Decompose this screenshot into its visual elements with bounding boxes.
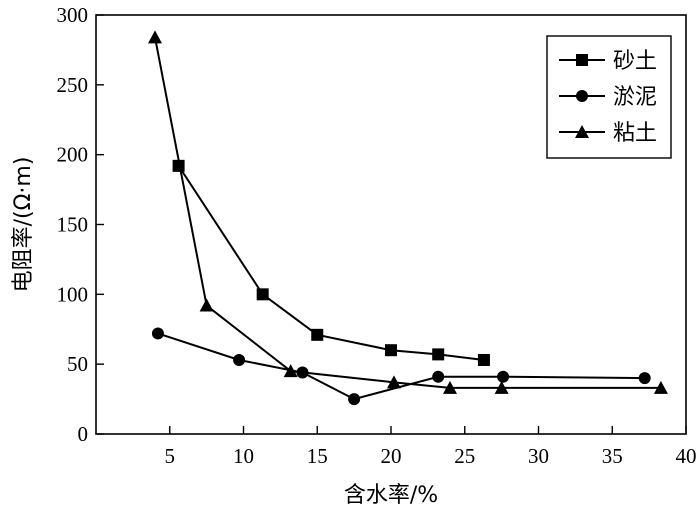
series-circle [151,327,651,406]
data-point [172,159,185,172]
data-point [432,348,445,361]
y-tick-label: 300 [57,3,89,27]
data-point [638,372,651,385]
legend-marker [575,125,589,138]
x-tick-label: 40 [676,444,697,468]
data-point [199,298,214,312]
legend-marker [576,90,588,102]
series-square [172,159,490,366]
series-line [177,165,485,361]
y-tick-label: 100 [57,282,89,306]
data-point [283,364,298,378]
x-tick-label: 5 [165,444,176,468]
data-point [497,370,510,383]
x-tick-label: 25 [454,444,475,468]
data-point [385,344,397,357]
data-point [432,370,445,383]
y-tick-label: 250 [57,73,89,97]
data-point [477,353,490,366]
y-tick-label: 200 [57,143,89,167]
legend-label: 粘土 [613,121,657,146]
y-tick-label: 150 [57,213,89,237]
data-point [386,375,401,389]
data-point [494,380,509,394]
y-tick-label: 0 [78,422,89,446]
x-tick-label: 35 [602,444,623,468]
data-point [443,380,457,394]
legend-label: 砂土 [613,49,657,74]
x-tick-label: 15 [307,444,328,468]
data-point [348,393,361,406]
x-axis-title: 含水率/% [344,483,438,508]
data-point [233,353,246,366]
data-point [311,328,324,341]
y-axis-title: 电阻率/(Ω·m) [11,157,36,293]
series-line [157,332,645,401]
legend-marker [576,54,588,66]
y-tick-label: 50 [67,352,88,376]
data-point [653,380,668,394]
series-triangle [148,30,668,394]
legend-label: 淤泥 [613,85,657,110]
x-tick-label: 20 [381,444,402,468]
x-tick-label: 10 [233,444,254,468]
data-point [148,30,162,44]
plot-area: 0 50 100 150 200 250 300 5 10 15 20 25 30 35 40 [57,3,697,468]
data-point [151,327,164,340]
x-tick-label: 30 [528,444,549,468]
data-point [256,288,269,301]
